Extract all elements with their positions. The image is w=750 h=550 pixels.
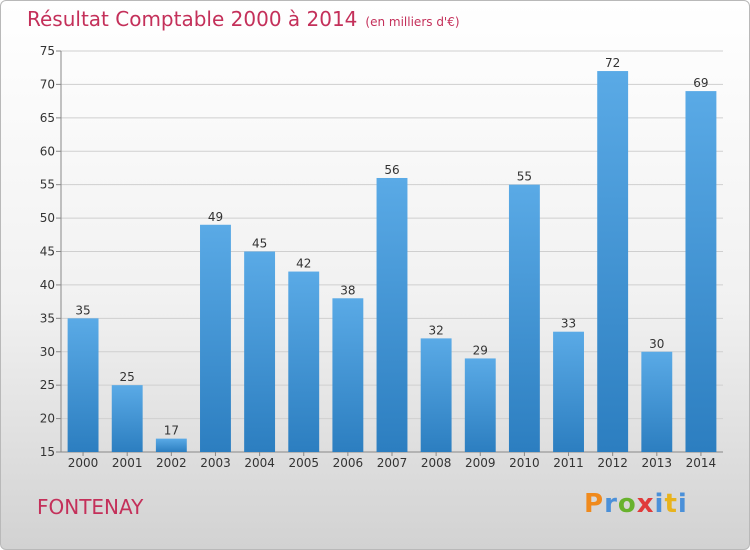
x-tick-label: 2003 — [200, 456, 231, 470]
data-label: 29 — [473, 343, 488, 357]
logo-letter: o — [617, 489, 637, 519]
logo-letter: t — [664, 489, 678, 519]
y-tick-label: 20 — [40, 412, 55, 426]
x-tick-label: 2014 — [686, 456, 717, 470]
data-label: 38 — [340, 283, 355, 297]
data-label: 56 — [384, 163, 399, 177]
data-label: 33 — [561, 317, 576, 331]
x-tick-label: 2005 — [288, 456, 319, 470]
chart-title-block: Résultat Comptable 2000 à 2014 (en millie… — [27, 7, 460, 31]
x-tick-label: 2011 — [553, 456, 584, 470]
bar — [508, 184, 540, 452]
bar — [67, 318, 99, 452]
y-tick-label: 65 — [40, 111, 55, 125]
data-label: 30 — [649, 337, 664, 351]
x-tick-label: 2000 — [68, 456, 99, 470]
y-tick-label: 40 — [40, 278, 55, 292]
y-tick-label: 35 — [40, 311, 55, 325]
bar — [641, 351, 673, 452]
bar — [597, 71, 629, 453]
data-label: 72 — [605, 56, 620, 70]
data-label: 17 — [164, 424, 179, 438]
bar — [553, 331, 584, 452]
x-tick-label: 2012 — [597, 456, 628, 470]
bar — [155, 438, 187, 452]
data-label: 45 — [252, 237, 267, 251]
y-tick-label: 25 — [40, 378, 55, 392]
chart-title: Résultat Comptable 2000 à 2014 — [27, 7, 358, 31]
x-tick-label: 2007 — [377, 456, 408, 470]
bar — [244, 251, 276, 452]
proxiti-logo: Proxiti — [584, 489, 688, 519]
data-label: 69 — [693, 76, 708, 90]
x-tick-label: 2002 — [156, 456, 187, 470]
bar — [288, 271, 320, 452]
y-tick-label: 30 — [40, 345, 55, 359]
x-tick-label: 2001 — [112, 456, 143, 470]
y-tick-label: 70 — [40, 77, 55, 91]
x-tick-label: 2008 — [421, 456, 452, 470]
logo-letter: i — [677, 489, 688, 519]
logo-letter: i — [654, 489, 665, 519]
bar — [332, 298, 364, 452]
data-label: 42 — [296, 257, 311, 271]
y-tick-label: 15 — [40, 445, 55, 459]
x-tick-label: 2010 — [509, 456, 540, 470]
logo-letter: x — [636, 489, 655, 519]
bar — [420, 338, 452, 452]
bar — [376, 177, 408, 452]
y-tick-label: 45 — [40, 245, 55, 259]
y-tick-label: 50 — [40, 211, 55, 225]
logo-letter: r — [604, 489, 618, 519]
y-tick-label: 60 — [40, 144, 55, 158]
data-label: 49 — [208, 210, 223, 224]
x-tick-label: 2004 — [244, 456, 275, 470]
y-tick-label: 55 — [40, 178, 55, 192]
chart-subtitle: (en milliers d'€) — [365, 15, 460, 29]
x-tick-label: 2013 — [642, 456, 673, 470]
x-tick-label: 2009 — [465, 456, 496, 470]
y-tick-label: 75 — [40, 44, 55, 58]
x-tick-label: 2006 — [333, 456, 364, 470]
data-label: 25 — [120, 370, 135, 384]
data-label: 32 — [428, 323, 443, 337]
bar — [464, 358, 496, 452]
bar — [685, 91, 717, 452]
data-label: 35 — [75, 303, 90, 317]
town-name: FONTENAY — [37, 495, 144, 519]
bar — [200, 224, 231, 452]
logo-letter: P — [584, 489, 605, 519]
data-label: 55 — [517, 170, 532, 184]
bar — [111, 385, 143, 452]
